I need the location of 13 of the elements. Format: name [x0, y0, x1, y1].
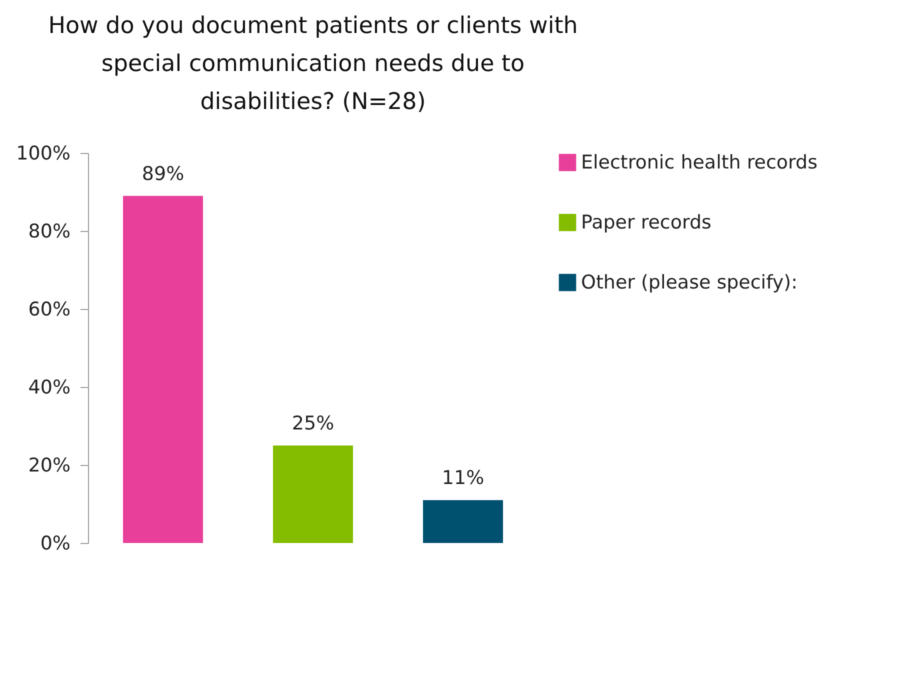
total-label: 89%: [142, 162, 184, 185]
y-tick-label: 20%: [28, 454, 70, 476]
y-tick-label: 40%: [28, 376, 70, 398]
total-label: 11%: [442, 467, 484, 490]
legend-label: Paper records: [581, 212, 712, 234]
y-tick-label: 60%: [28, 298, 70, 320]
y-tick-label: 0%: [40, 532, 70, 554]
legend-label: Other (please specify):: [581, 272, 798, 294]
total-label: 25%: [292, 412, 334, 434]
y-tick-label: 80%: [28, 220, 70, 242]
legend-label: Electronic health records: [581, 152, 818, 174]
chart-title: How do you document patients or clients with special communication needs due to disabilities? (N=28): [48, 13, 578, 115]
y-tick-label: 100%: [16, 142, 70, 164]
